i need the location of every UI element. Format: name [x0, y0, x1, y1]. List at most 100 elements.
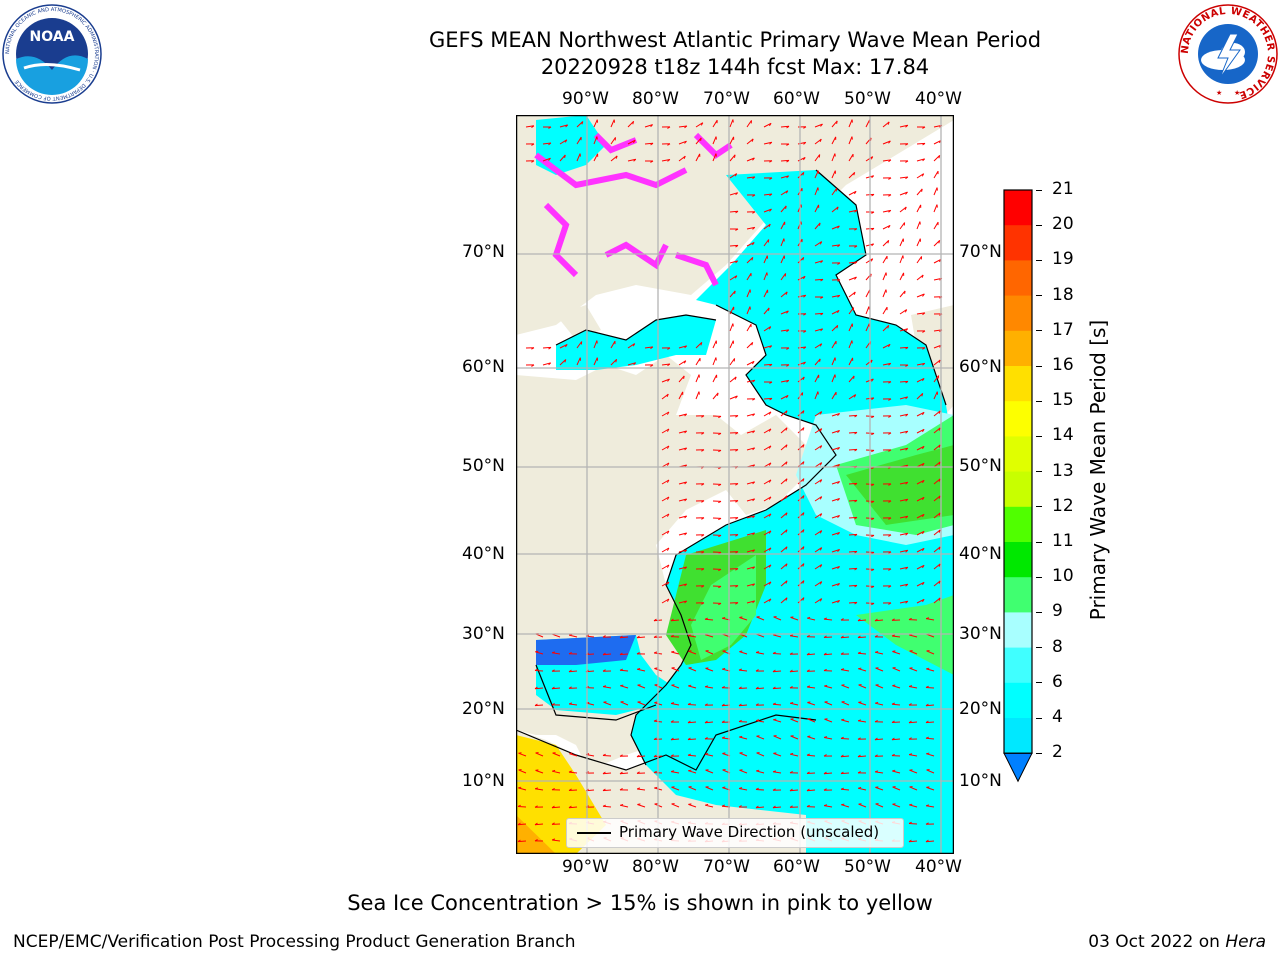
lat-label-right-60n: 60°N	[959, 357, 1002, 377]
wave-vector-head	[819, 445, 823, 449]
wave-vector	[695, 153, 701, 162]
footer-date-text: 03 Oct 2022 on	[1088, 932, 1226, 952]
wave-vector	[671, 786, 680, 791]
wave-vector-head	[687, 618, 691, 621]
wave-vector-head	[684, 413, 688, 417]
wave-vector-head	[871, 193, 875, 197]
wave-vector	[569, 753, 578, 757]
wave-vector-head	[752, 532, 756, 536]
wave-vector-head	[905, 364, 909, 367]
wave-vector-head	[870, 258, 874, 262]
wave-vector-head	[568, 669, 572, 673]
wave-vector	[875, 702, 884, 706]
wave-vector	[780, 255, 785, 264]
wave-vector-head	[773, 718, 777, 721]
wave-vector-head	[892, 684, 896, 687]
colorbar-segment	[1004, 436, 1032, 473]
wave-vector	[739, 736, 748, 740]
wave-vector-head	[734, 275, 738, 279]
wave-vector-head	[619, 652, 623, 656]
wave-vector	[916, 221, 921, 230]
wave-vector-head	[819, 343, 823, 347]
wave-vector-head	[905, 583, 909, 587]
wave-vector	[814, 479, 822, 485]
wave-vector	[552, 633, 561, 638]
wave-vector	[542, 362, 551, 366]
wave-vector-head	[823, 736, 828, 738]
wave-vector-head	[891, 702, 895, 705]
wave-vector-head	[874, 770, 879, 773]
wave-vector	[908, 823, 918, 825]
wave-vector-head	[853, 291, 856, 295]
wave-vector-head	[718, 432, 722, 436]
wave-vector-head	[735, 517, 739, 520]
wave-vector	[780, 512, 788, 519]
wave-vector	[807, 736, 816, 740]
wave-vector-head	[786, 310, 789, 314]
wave-vector	[661, 530, 670, 536]
lon-label-top-40w: 40°W	[915, 89, 962, 109]
ocean-period-field	[516, 115, 954, 854]
wave-vector-head	[806, 669, 810, 672]
wave-vector-head	[534, 839, 538, 842]
wave-vector	[797, 427, 805, 434]
wave-vector-head	[871, 243, 875, 247]
wave-vector-head	[888, 194, 892, 197]
wave-vector-head	[751, 138, 754, 142]
wave-vector	[729, 210, 739, 213]
wave-vector	[933, 170, 939, 179]
wave-vector	[933, 580, 941, 587]
footer-system: Hera	[1225, 932, 1266, 952]
wave-vector-head	[789, 652, 793, 655]
wave-vector	[534, 687, 544, 690]
wave-vector-head	[666, 445, 670, 449]
wave-vector-head	[704, 685, 709, 688]
wave-vector-head	[769, 160, 773, 163]
wave-vector-head	[666, 479, 670, 483]
wave-vector	[678, 155, 686, 162]
wave-vector	[763, 547, 772, 553]
wave-vector	[916, 393, 924, 400]
wave-vector-head	[837, 225, 840, 229]
wave-vector-head	[803, 313, 807, 316]
wave-vector	[814, 391, 819, 400]
wave-vector-head	[874, 618, 878, 622]
wave-vector	[661, 445, 670, 451]
lat-label-left-50n: 50°N	[462, 456, 505, 476]
wave-vector-head	[772, 805, 776, 809]
wave-vector	[552, 752, 561, 757]
wave-vector-head	[802, 597, 805, 601]
wave-vector	[763, 239, 770, 247]
wave-vector	[746, 342, 754, 349]
wave-vector-head	[803, 126, 807, 129]
wave-vector-head	[735, 534, 739, 537]
wave-vector-head	[637, 803, 641, 805]
wave-vector	[602, 772, 612, 775]
wave-vector-head	[670, 618, 674, 622]
wave-vector	[551, 806, 561, 809]
wave-vector	[848, 394, 856, 400]
wave-vector	[678, 391, 684, 400]
wave-vector	[916, 293, 925, 298]
wave-vector-head	[871, 517, 875, 521]
wave-vector-head	[752, 157, 755, 161]
wave-vector-head	[666, 513, 670, 517]
wave-vector-head	[701, 551, 705, 554]
wave-vector-head	[789, 634, 794, 637]
wave-vector	[909, 634, 918, 638]
lat-label-right-20n: 20°N	[959, 699, 1002, 719]
wave-vector	[678, 140, 687, 145]
wave-vector-head	[904, 290, 906, 294]
wave-vector-head	[684, 566, 688, 570]
wave-vector	[806, 789, 816, 792]
wave-vector	[899, 238, 904, 247]
wave-vector	[909, 769, 918, 774]
wave-vector-head	[837, 464, 840, 468]
wave-vector-head	[905, 430, 909, 434]
colorbar-segment	[1004, 225, 1032, 261]
colorbar-tick-label: 21	[1052, 179, 1074, 199]
wave-vector-head	[785, 427, 788, 431]
wave-vector	[661, 479, 670, 485]
wave-vector	[840, 788, 850, 791]
wave-vector-head	[853, 172, 856, 176]
